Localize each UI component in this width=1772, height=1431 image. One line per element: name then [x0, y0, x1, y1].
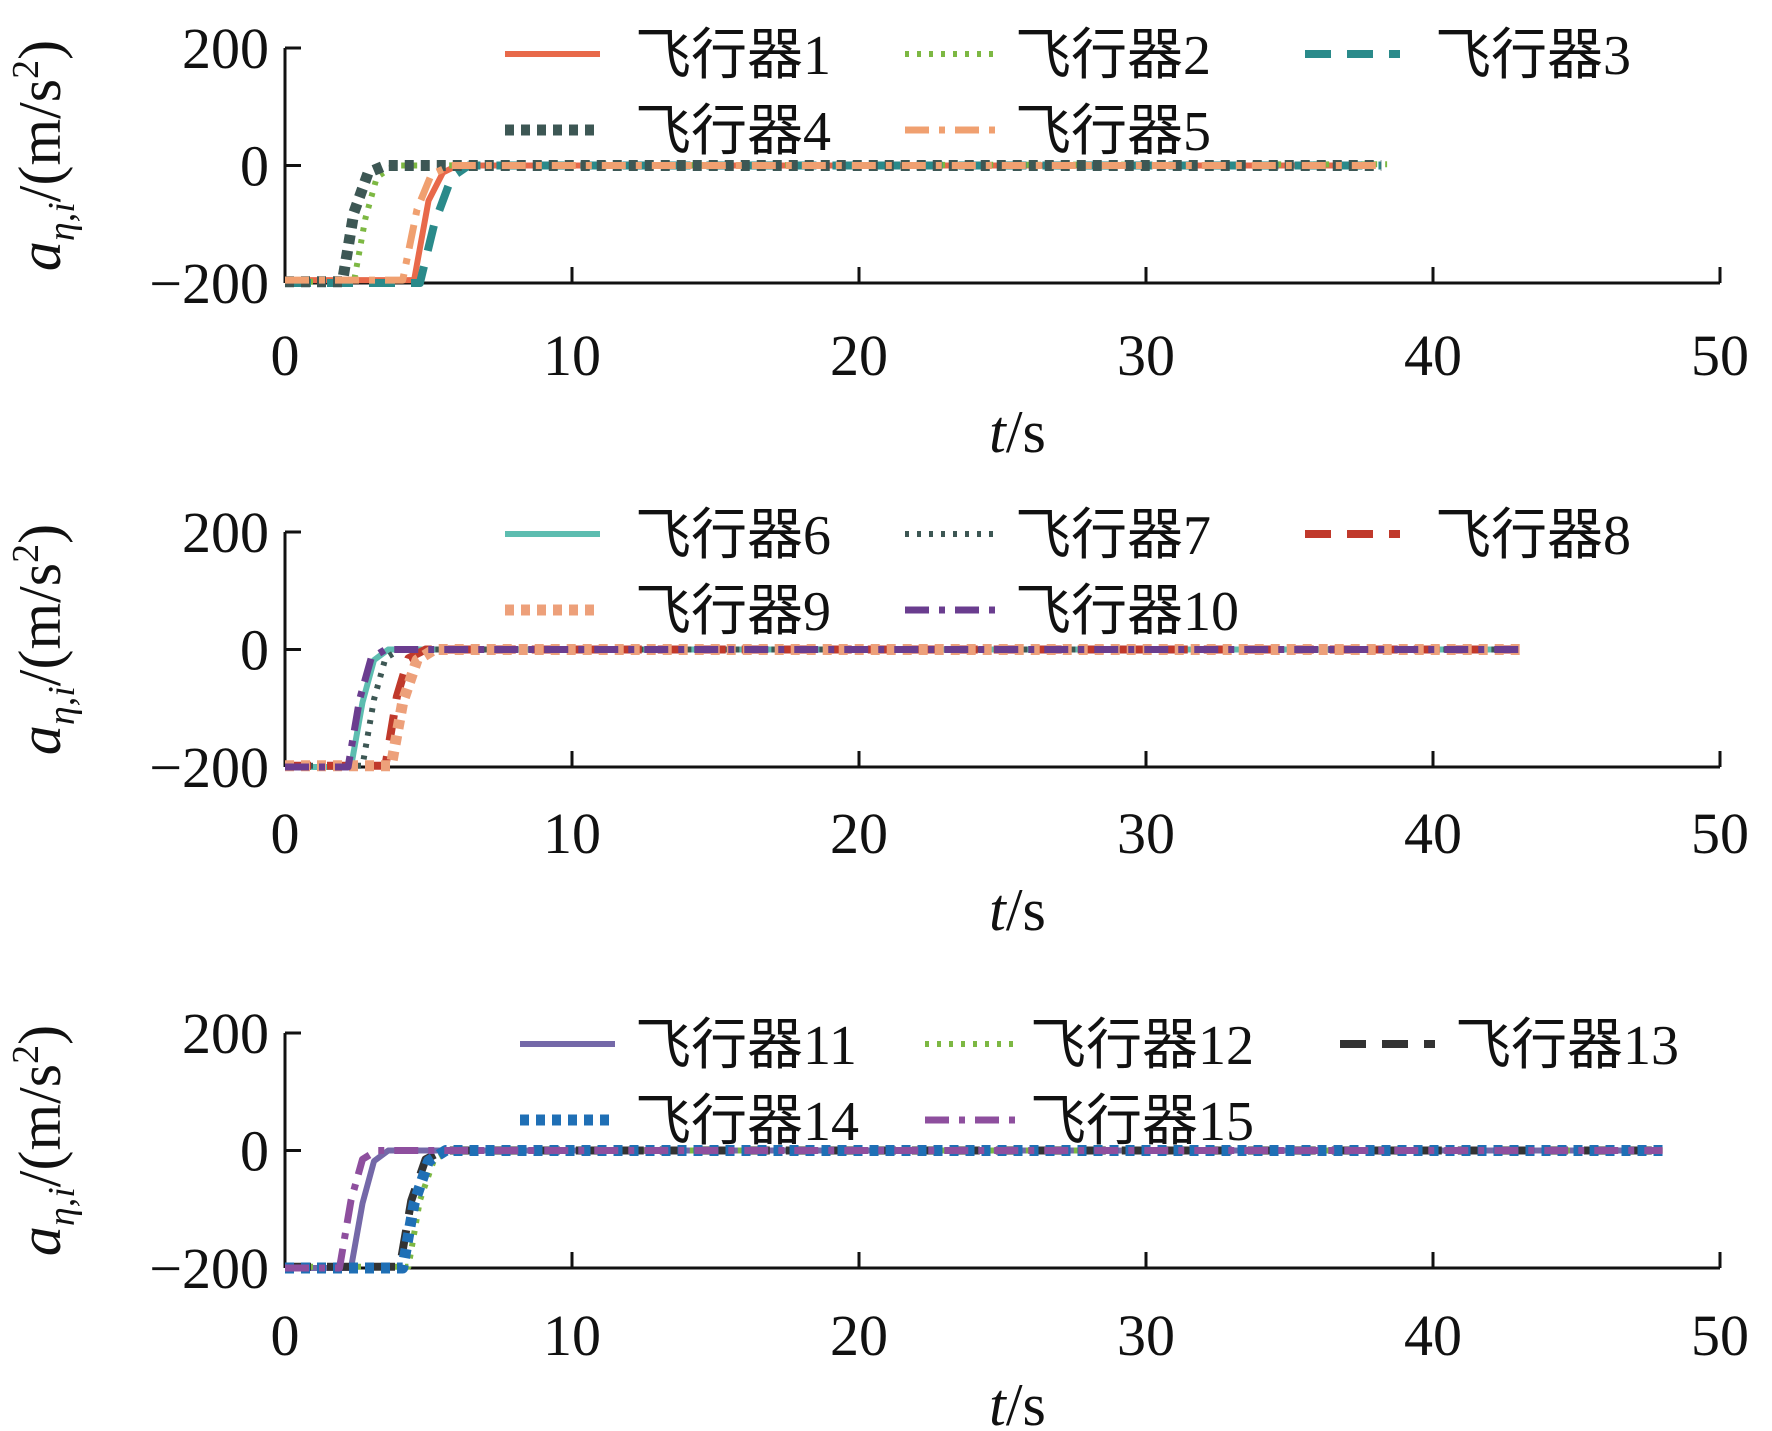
x-tick-label: 30 [1117, 1303, 1175, 1368]
series-line-1 [285, 646, 1520, 770]
series-line-1 [285, 162, 1376, 284]
series-line-2 [285, 161, 1388, 285]
x-tick-label: 0 [271, 323, 300, 388]
y-tick-label: −200 [149, 1236, 269, 1301]
y-axis-label-close: ) [7, 1025, 73, 1045]
legend-label-3: 飞行器3 [1435, 25, 1631, 87]
x-tick-label: 50 [1691, 801, 1749, 866]
x-tick-label: 10 [543, 323, 601, 388]
legend: 飞行器6 飞行器7 飞行器8 飞行器9 飞行器10 [505, 505, 1631, 643]
y-axis-label-sup: 2 [5, 1045, 47, 1064]
legend-label-1: 飞行器1 [635, 25, 831, 87]
x-tick-label: 0 [271, 801, 300, 866]
series-line-4 [285, 160, 1382, 288]
x-tick-label: 20 [830, 1303, 888, 1368]
y-axis-label-unit: /(m/s [7, 563, 73, 686]
x-axis-label: t/s [989, 877, 1046, 943]
x-axis-label-unit: /s [1006, 877, 1046, 943]
series-line-2 [285, 1147, 1663, 1270]
x-axis-label: t/s [989, 1372, 1046, 1431]
series-line-5 [285, 1147, 1663, 1272]
legend-label-4: 飞行器9 [635, 581, 831, 643]
x-tick-label: 50 [1691, 323, 1749, 388]
legend-label-5: 飞行器15 [1030, 1091, 1254, 1153]
legend-label-2: 飞行器7 [1015, 505, 1211, 567]
y-axis-label-sub: η,i [41, 686, 83, 725]
series-line-3 [285, 161, 1382, 287]
x-tick-label: 10 [543, 801, 601, 866]
x-axis-label-var: t [989, 1372, 1007, 1431]
legend-label-1: 飞行器11 [635, 1015, 857, 1077]
y-axis-label: aη,i/(m/s2) [5, 524, 83, 755]
y-axis-label-unit: /(m/s [7, 1064, 73, 1187]
y-axis-label-sup: 2 [5, 60, 47, 79]
x-tick-label: 30 [1117, 323, 1175, 388]
x-tick-label: 10 [543, 1303, 601, 1368]
y-tick-label: 0 [240, 134, 269, 199]
series-line-1 [285, 1147, 1663, 1271]
x-tick-label: 40 [1404, 1303, 1462, 1368]
legend-label-4: 飞行器4 [635, 101, 831, 163]
x-axis-label-var: t [989, 399, 1007, 465]
series-group [285, 1145, 1663, 1274]
x-tick-label: 20 [830, 801, 888, 866]
x-axis-label: t/s [989, 399, 1046, 465]
y-tick-label: 200 [182, 500, 269, 565]
y-tick-label: 200 [182, 1001, 269, 1066]
y-tick-label: −200 [149, 735, 269, 800]
y-axis-label-sub: η,i [41, 1187, 83, 1226]
y-axis-label: aη,i/(m/s2) [5, 1025, 83, 1256]
x-axis-label-unit: /s [1006, 1372, 1046, 1431]
series-line-2 [285, 646, 1520, 769]
series-line-5 [285, 646, 1520, 771]
x-axis-label-unit: /s [1006, 399, 1046, 465]
y-axis-label-sup: 2 [5, 544, 47, 563]
legend-label-3: 飞行器8 [1435, 505, 1631, 567]
series-line-5 [285, 162, 1382, 284]
y-tick-label: −200 [149, 251, 269, 316]
legend-label-3: 飞行器13 [1455, 1015, 1679, 1077]
series-line-4 [285, 644, 1525, 772]
y-axis-label: aη,i/(m/s2) [5, 40, 83, 271]
series-group [285, 160, 1388, 288]
y-axis-label-var: a [7, 1226, 73, 1256]
legend-label-1: 飞行器6 [635, 505, 831, 567]
legend-label-5: 飞行器5 [1015, 101, 1211, 163]
y-tick-label: 200 [182, 16, 269, 81]
legend-label-5: 飞行器10 [1015, 581, 1239, 643]
y-axis-label-sub: η,i [41, 202, 83, 241]
x-tick-label: 0 [271, 1303, 300, 1368]
y-axis-label-close: ) [7, 40, 73, 60]
x-tick-label: 40 [1404, 323, 1462, 388]
x-tick-label: 30 [1117, 801, 1175, 866]
legend: 飞行器1 飞行器2 飞行器3 飞行器4 飞行器5 [505, 25, 1631, 163]
x-tick-label: 20 [830, 323, 888, 388]
y-tick-label: 0 [240, 1119, 269, 1184]
legend-label-4: 飞行器14 [635, 1091, 859, 1153]
y-axis-label-close: ) [7, 524, 73, 544]
series-line-3 [285, 1146, 1663, 1271]
series-line-4 [285, 1145, 1663, 1274]
y-tick-label: 0 [240, 618, 269, 683]
x-tick-label: 40 [1404, 801, 1462, 866]
legend-label-2: 飞行器2 [1015, 25, 1211, 87]
y-axis-label-var: a [7, 241, 73, 271]
series-group [285, 644, 1525, 772]
x-axis-label-var: t [989, 877, 1007, 943]
legend: 飞行器11 飞行器12 飞行器13 飞行器14 飞行器15 [520, 1015, 1679, 1153]
x-tick-label: 50 [1691, 1303, 1749, 1368]
legend-label-2: 飞行器12 [1030, 1015, 1254, 1077]
series-line-3 [285, 645, 1520, 770]
y-axis-label-unit: /(m/s [7, 79, 73, 202]
y-axis-label-var: a [7, 725, 73, 755]
